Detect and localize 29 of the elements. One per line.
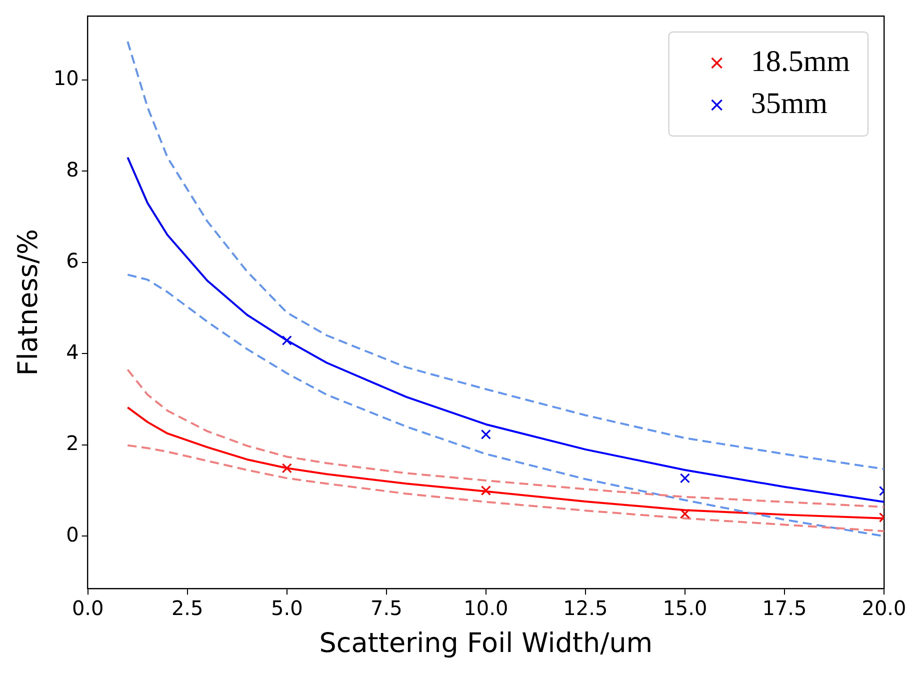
y-tick-label: 0 [66,522,79,546]
point [680,508,690,519]
legend-label: 35mm [750,86,828,120]
x-tick-label: 20.0 [862,596,906,620]
point [480,485,491,496]
x-tick-label: 2.5 [171,596,204,620]
x-tick-label: 10.0 [464,596,508,620]
x-tick-label: 0.0 [72,596,104,620]
legend-label: 18.5mm [750,44,850,78]
line-series [126,40,884,470]
point [282,335,292,346]
y-tick-label: 2 [66,431,79,456]
x-axis-title: Scattering Foil Width/um [319,628,653,659]
point [680,473,690,484]
x-tick-label: 12.5 [563,596,608,620]
line-series [126,368,884,508]
x-tick-label: 17.5 [762,596,807,620]
x-tick-label: 7.5 [370,596,402,620]
line-series [126,274,884,538]
x-tick-label: 5.0 [270,596,303,620]
y-tick-label: 4 [66,340,79,364]
point [282,463,292,474]
y-tick-label: 8 [66,157,79,182]
y-axis-title: Flatness/% [13,228,44,376]
y-tick-label: 10 [53,66,79,90]
line-series [126,444,884,532]
y-tick-label: 6 [66,248,79,273]
x-tick-label: 15.0 [662,596,708,620]
point [480,429,491,440]
